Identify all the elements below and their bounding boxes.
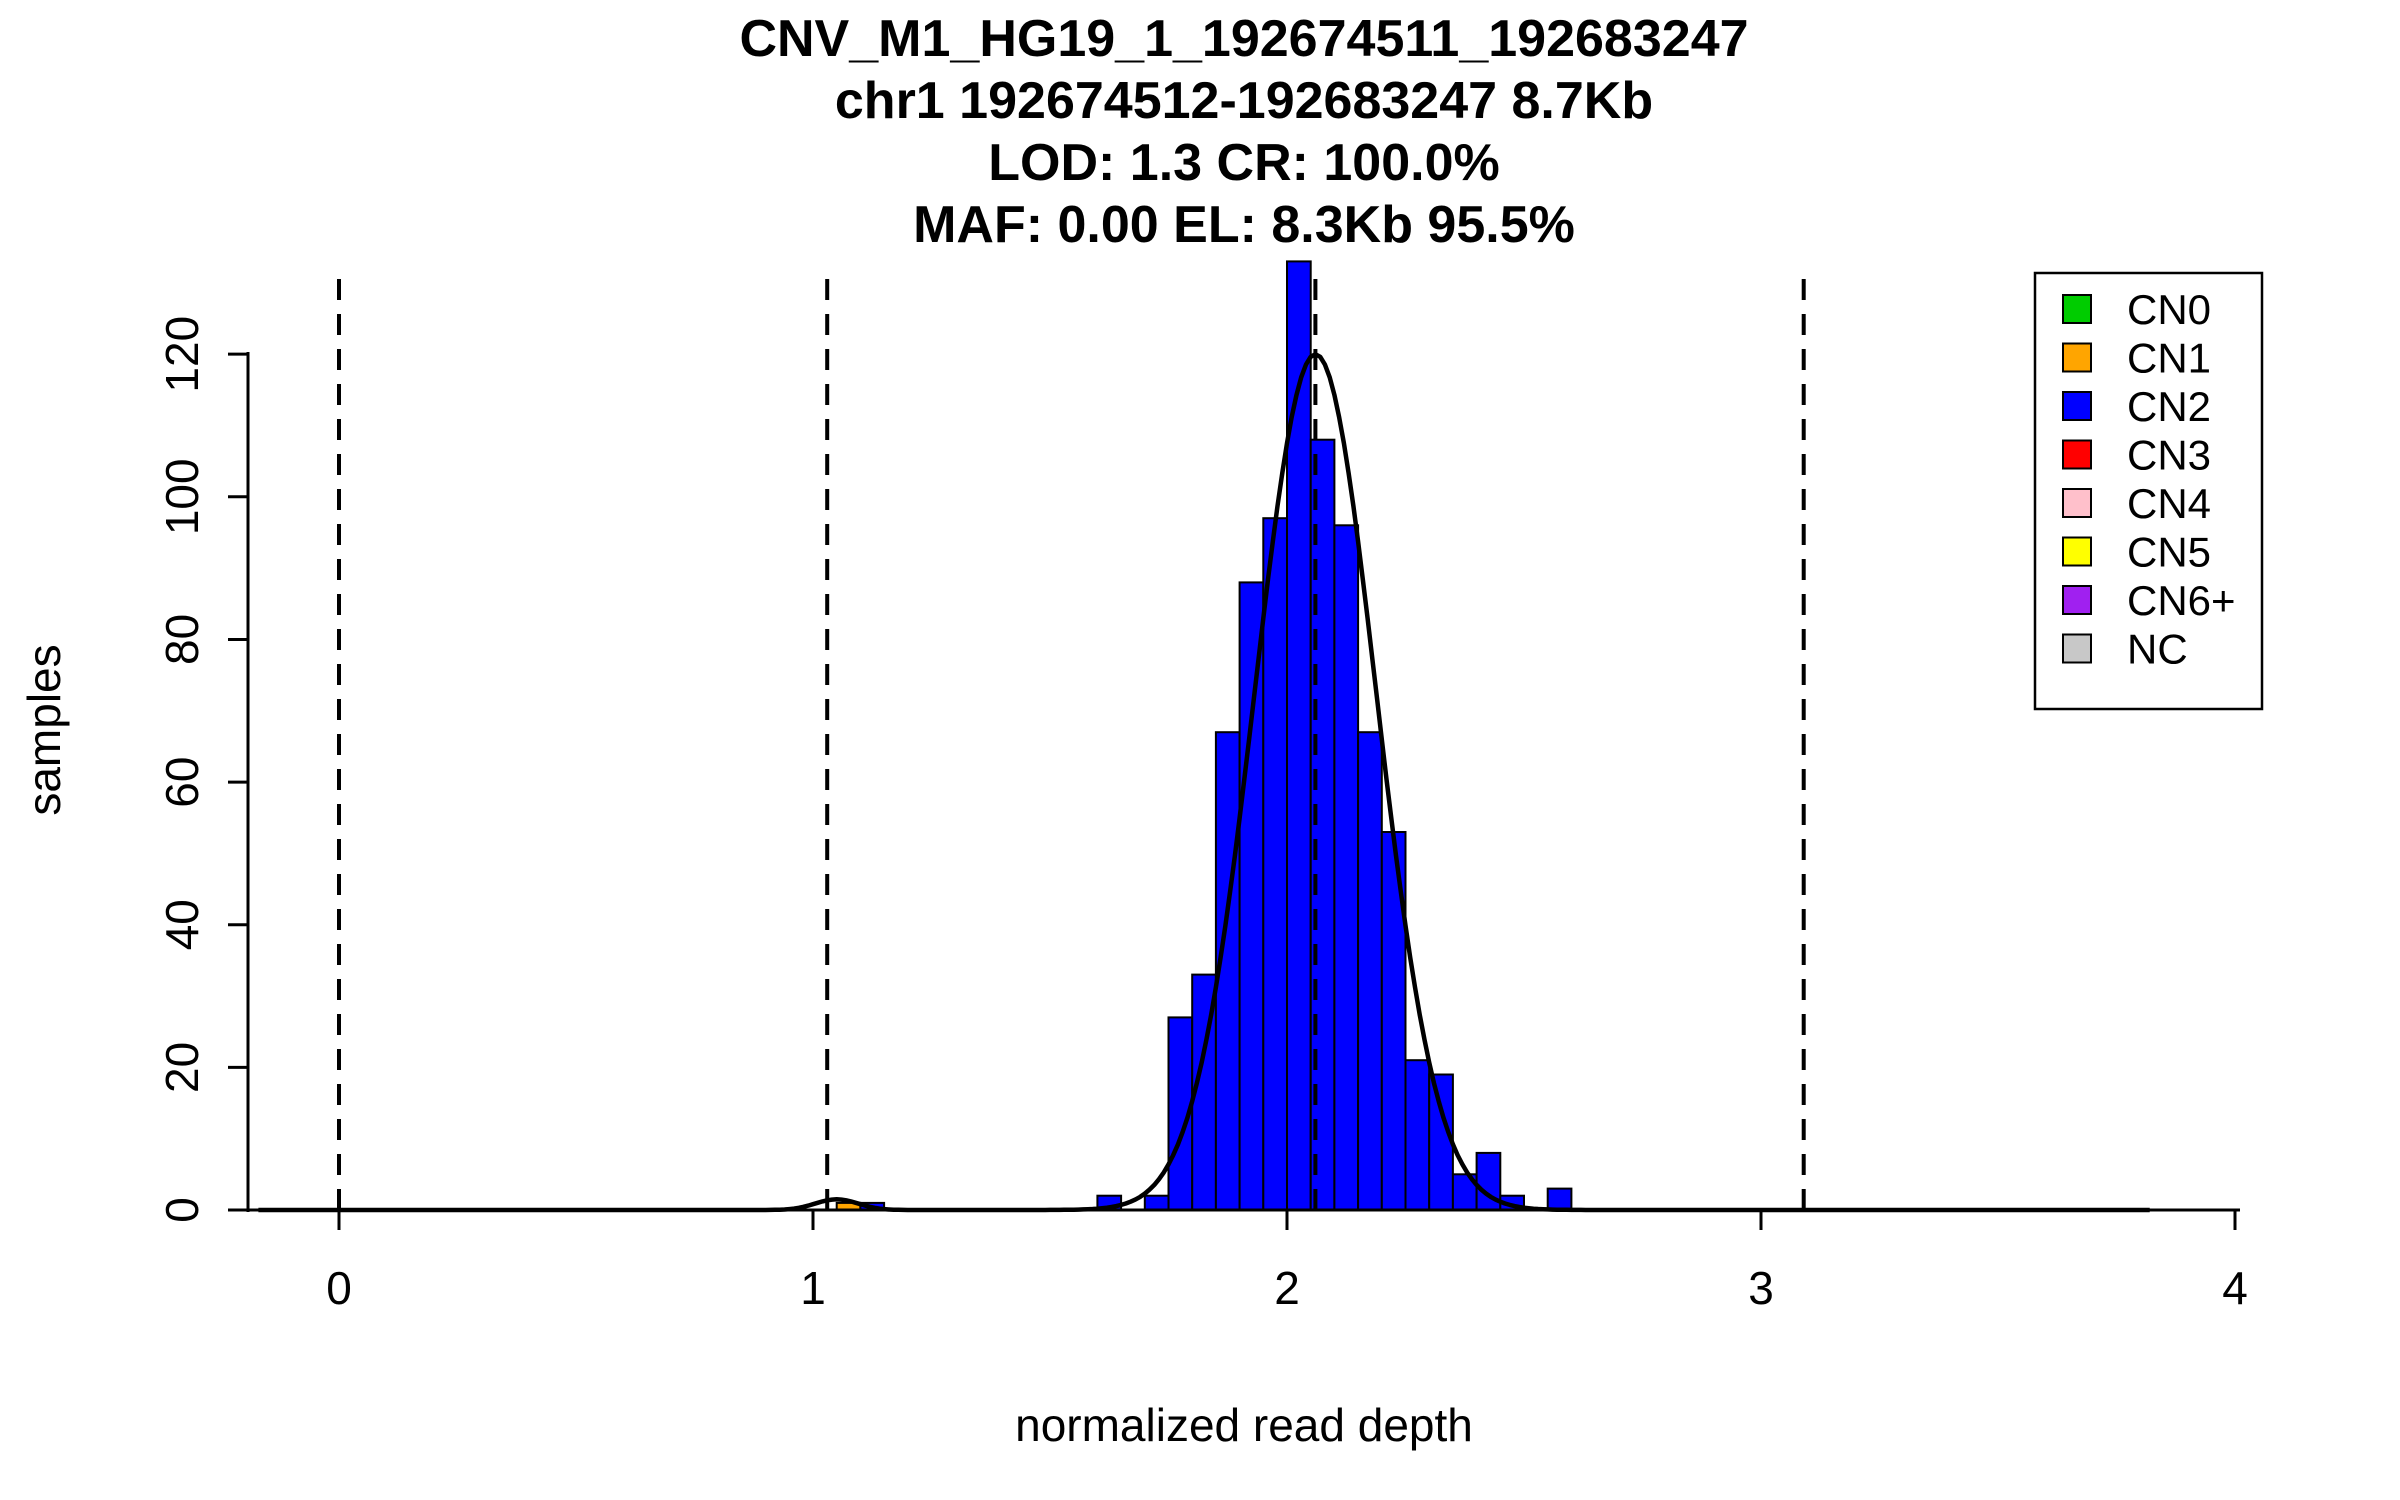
hist-bar-cn2 — [1404, 1059, 1431, 1211]
x-tick-label-1: 1 — [800, 1262, 826, 1314]
legend-swatch-cn0 — [2062, 294, 2092, 324]
legend-label-cn1: CN1 — [2127, 335, 2211, 382]
hist-bar-cn2 — [1357, 731, 1383, 1211]
y-tick-label-0: 0 — [156, 1197, 208, 1223]
legend-label-cn3: CN3 — [2127, 432, 2211, 479]
y-tick-label-60: 60 — [156, 757, 208, 808]
hist-bar-cn2 — [1546, 1187, 1573, 1211]
legend-label-nc: NC — [2127, 626, 2188, 673]
legend-swatch-cn3 — [2062, 439, 2092, 470]
chart-title-block: CNV_M1_HG19_1_192674511_192683247 chr1 1… — [248, 8, 2240, 256]
y-tick-label-80: 80 — [156, 614, 208, 665]
x-tick-label-0: 0 — [326, 1262, 352, 1314]
hist-bar-cn2 — [1286, 260, 1312, 1211]
legend-swatch-cn5 — [2062, 536, 2092, 567]
legend-label-cn2: CN2 — [2127, 383, 2211, 430]
chart-title-line-3: LOD: 1.3 CR: 100.0% — [988, 134, 1500, 192]
legend-item-cn5: CN5 — [2062, 529, 2211, 576]
hist-bar-cn2 — [1333, 524, 1360, 1211]
x-tick-label-4: 4 — [2222, 1262, 2248, 1314]
legend-swatch-cn1 — [2062, 342, 2092, 373]
hist-bar-cn2 — [1143, 1194, 1170, 1211]
legend-swatch-cn4 — [2062, 488, 2092, 518]
legend-swatch-nc — [2062, 633, 2092, 664]
chart-title-line-4: MAF: 0.00 EL: 8.3Kb 95.5% — [913, 196, 1575, 254]
legend-swatch-cn6plus — [2062, 585, 2092, 615]
legend-item-cn4: CN4 — [2062, 480, 2211, 527]
legend-label-cn5: CN5 — [2127, 529, 2211, 576]
hist-bar-cn2 — [1238, 581, 1265, 1211]
x-tick-label-3: 3 — [1748, 1262, 1774, 1314]
chart-title-line-2: chr1 192674512-192683247 8.7Kb — [834, 72, 1654, 130]
legend-swatch-cn2 — [2062, 391, 2092, 421]
hist-bar-cn2 — [1428, 1073, 1454, 1211]
legend-item-cn6plus: CN6+ — [2062, 577, 2236, 624]
legend-item-cn1: CN1 — [2062, 335, 2211, 382]
legend-label-cn6plus: CN6+ — [2127, 577, 2236, 624]
legend-item-cn2: CN2 — [2062, 383, 2211, 430]
y-tick-label-120: 120 — [156, 316, 208, 393]
y-tick-label-20: 20 — [156, 1042, 208, 1093]
legend-item-cn0: CN0 — [2062, 286, 2211, 333]
legend-item-cn3: CN3 — [2062, 432, 2211, 479]
x-axis-label: normalized read depth — [1015, 1399, 1473, 1451]
legend-item-nc: NC — [2062, 626, 2188, 673]
y-tick-label-40: 40 — [156, 899, 208, 950]
x-tick-label-2: 2 — [1274, 1262, 1300, 1314]
legend-label-cn4: CN4 — [2127, 480, 2211, 527]
y-tick-label-100: 100 — [156, 458, 208, 535]
chart-title-line-1: CNV_M1_HG19_1_192674511_192683247 — [739, 10, 1749, 68]
hist-bar-cn2 — [1262, 517, 1289, 1211]
legend-label-cn0: CN0 — [2127, 286, 2211, 333]
